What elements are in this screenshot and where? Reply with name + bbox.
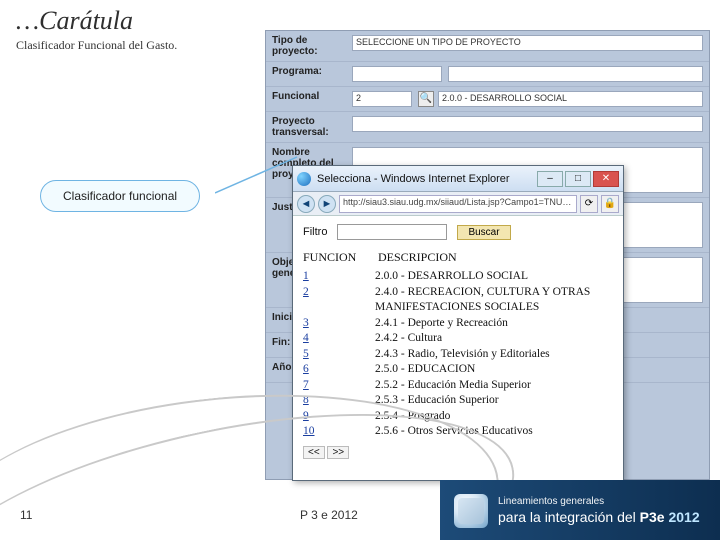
list-item[interactable]: 42.4.2 - Cultura <box>303 331 613 347</box>
list-item-desc: 2.5.2 - Educación Media Superior <box>375 378 613 394</box>
popup-title: Selecciona - Windows Internet Explorer <box>317 173 535 185</box>
address-bar: ◄ ► http://siau3.siau.udg.mx/siiaud/List… <box>293 192 623 216</box>
list-item[interactable]: 32.4.1 - Deporte y Recreación <box>303 316 613 332</box>
programa-desc[interactable] <box>448 66 703 82</box>
list-item-number[interactable]: 6 <box>303 362 375 378</box>
maximize-button[interactable]: □ <box>565 171 591 187</box>
list-item[interactable]: 62.5.0 - EDUCACION <box>303 362 613 378</box>
brand-line1: Lineamientos generales <box>498 496 700 509</box>
page-subtitle: Clasificador Funcional del Gasto. <box>16 38 177 53</box>
list-item-number[interactable]: 5 <box>303 347 375 363</box>
url-field[interactable]: http://siau3.siau.udg.mx/siiaud/Lista.js… <box>339 195 577 213</box>
buscar-button[interactable]: Buscar <box>457 225 510 240</box>
brand-banner: Lineamientos generales para la integraci… <box>440 480 720 540</box>
tipo-select[interactable]: SELECCIONE UN TIPO DE PROYECTO <box>352 35 703 51</box>
page-title: …Carátula <box>16 6 177 36</box>
list-header: FUNCION DESCRIPCION <box>303 250 613 265</box>
list-item[interactable]: 52.4.3 - Radio, Televisión y Editoriales <box>303 347 613 363</box>
label-transversal: Proyecto transversal: <box>272 116 352 138</box>
head-descripcion: DESCRIPCION <box>378 250 457 264</box>
brand-icon <box>454 494 488 528</box>
head-funcion: FUNCION <box>303 250 375 265</box>
list-item-desc: 2.4.1 - Deporte y Recreación <box>375 316 613 332</box>
programa-code[interactable] <box>352 66 442 82</box>
refresh-icon[interactable]: ⟳ <box>580 195 598 213</box>
callout-box: Clasificador funcional <box>40 180 200 212</box>
brand-line2c: 2012 <box>668 509 699 525</box>
list-item[interactable]: 72.5.2 - Educación Media Superior <box>303 378 613 394</box>
list-item-number[interactable]: 1 <box>303 269 375 285</box>
ie-icon <box>297 172 311 186</box>
list-item-desc: 2.4.2 - Cultura <box>375 331 613 347</box>
list-item[interactable]: 22.4.0 - RECREACION, CULTURA Y OTRAS MAN… <box>303 285 613 316</box>
nav-back-icon[interactable]: ◄ <box>297 195 315 213</box>
list-item-desc: 2.0.0 - DESARROLLO SOCIAL <box>375 269 613 285</box>
nav-fwd-icon[interactable]: ► <box>318 195 336 213</box>
footer-center: P 3 e 2012 <box>300 508 358 522</box>
list-item-number[interactable]: 2 <box>303 285 375 316</box>
filtro-label: Filtro <box>303 226 327 238</box>
list-item-desc: 2.4.0 - RECREACION, CULTURA Y OTRAS MANI… <box>375 285 613 316</box>
label-programa: Programa: <box>272 66 352 77</box>
label-tipo: Tipo de proyecto: <box>272 35 352 57</box>
close-button[interactable]: ✕ <box>593 171 619 187</box>
popup-titlebar[interactable]: Selecciona - Windows Internet Explorer –… <box>293 166 623 192</box>
list-item-desc: 2.5.0 - EDUCACION <box>375 362 613 378</box>
list-item-desc: 2.5.3 - Educación Superior <box>375 393 613 409</box>
brand-line2b: P3e <box>640 509 669 525</box>
transversal-field[interactable] <box>352 116 703 132</box>
funcional-value: 2.0.0 - DESARROLLO SOCIAL <box>438 91 703 107</box>
list-item[interactable]: 12.0.0 - DESARROLLO SOCIAL <box>303 269 613 285</box>
list-item-number[interactable]: 7 <box>303 378 375 394</box>
page-number: 11 <box>20 508 32 522</box>
filtro-input[interactable] <box>337 224 447 240</box>
list-item-desc: 2.4.3 - Radio, Televisión y Editoriales <box>375 347 613 363</box>
search-icon[interactable]: 🔍 <box>418 91 434 107</box>
minimize-button[interactable]: – <box>537 171 563 187</box>
funcional-code[interactable]: 2 <box>352 91 412 107</box>
label-funcional: Funcional <box>272 91 352 102</box>
lock-icon: 🔒 <box>601 195 619 213</box>
list-item-number[interactable]: 3 <box>303 316 375 332</box>
brand-line2a: para la integración del <box>498 509 640 525</box>
list-item-number[interactable]: 4 <box>303 331 375 347</box>
